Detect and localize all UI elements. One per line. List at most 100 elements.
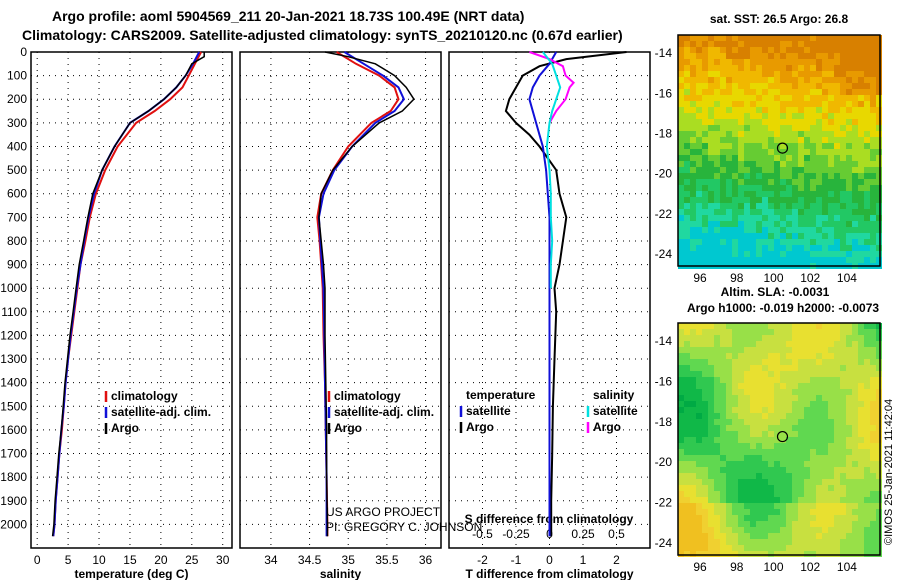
map-cell <box>780 215 786 221</box>
map-cell <box>792 71 798 77</box>
map-cell <box>738 209 744 215</box>
map-cell <box>774 323 780 329</box>
map-cell <box>726 455 732 461</box>
map-cell <box>732 65 738 71</box>
map-cell <box>834 119 840 125</box>
map-cell <box>774 515 780 521</box>
map-cell <box>798 35 804 41</box>
map-cell <box>864 65 870 71</box>
map-cell <box>708 341 714 347</box>
map-cell <box>852 77 858 83</box>
map-cell <box>714 119 720 125</box>
map-cell <box>828 551 834 557</box>
map-cell <box>762 383 768 389</box>
map-cell <box>678 191 684 197</box>
map-cell <box>750 449 756 455</box>
map-cell <box>864 491 870 497</box>
map-cell <box>678 209 684 215</box>
map-cell <box>684 203 690 209</box>
map-cell <box>702 71 708 77</box>
map-cell <box>738 443 744 449</box>
map-cell <box>792 257 798 263</box>
map-cell <box>798 545 804 551</box>
map-cell <box>858 233 864 239</box>
map-cell <box>750 215 756 221</box>
map-cell <box>720 71 726 77</box>
map-cell <box>702 395 708 401</box>
map-cell <box>822 245 828 251</box>
map-cell <box>810 59 816 65</box>
map-cell <box>864 497 870 503</box>
map-cell <box>744 209 750 215</box>
map-cell <box>696 71 702 77</box>
map-cell <box>774 365 780 371</box>
map-cell <box>816 389 822 395</box>
map-cell <box>816 41 822 47</box>
map-cell <box>876 53 882 59</box>
map-cell <box>678 449 684 455</box>
map-cell <box>810 407 816 413</box>
map-cell <box>696 461 702 467</box>
map-cell <box>834 389 840 395</box>
map-cell <box>798 401 804 407</box>
map-cell <box>726 551 732 557</box>
map-cell <box>810 215 816 221</box>
map-cell <box>810 185 816 191</box>
map-cell <box>876 77 882 83</box>
map-cell <box>708 167 714 173</box>
x-tick-label: 35.5 <box>375 553 399 567</box>
map-cell <box>870 191 876 197</box>
map-cell <box>684 551 690 557</box>
map-cell <box>816 527 822 533</box>
map-cell <box>702 539 708 545</box>
map-cell <box>732 107 738 113</box>
map-cell <box>678 137 684 143</box>
map-cell <box>684 47 690 53</box>
map-cell <box>690 251 696 257</box>
map-cell <box>804 491 810 497</box>
map-cell <box>756 437 762 443</box>
map-cell <box>852 389 858 395</box>
map-cell <box>786 467 792 473</box>
map-cell <box>780 539 786 545</box>
map-cell <box>714 173 720 179</box>
map-cell <box>846 473 852 479</box>
map-cell <box>762 359 768 365</box>
map-cell <box>738 137 744 143</box>
map-pixels <box>678 323 882 557</box>
map-cell <box>822 233 828 239</box>
map-cell <box>828 467 834 473</box>
map-cell <box>738 77 744 83</box>
map-cell <box>870 185 876 191</box>
map-cell <box>690 41 696 47</box>
map-cell <box>852 383 858 389</box>
map-cell <box>840 479 846 485</box>
map-cell <box>726 371 732 377</box>
map-cell <box>876 137 882 143</box>
map-cell <box>702 479 708 485</box>
map-cell <box>774 377 780 383</box>
map-cell <box>756 551 762 557</box>
map-cell <box>846 323 852 329</box>
map-cell <box>738 59 744 65</box>
map-cell <box>840 209 846 215</box>
map-cell <box>768 221 774 227</box>
map-cell <box>846 227 852 233</box>
map-cell <box>684 257 690 263</box>
map-cell <box>738 437 744 443</box>
map-cell <box>804 173 810 179</box>
map-cell <box>852 143 858 149</box>
map-cell <box>696 155 702 161</box>
map-cell <box>684 509 690 515</box>
map-cell <box>708 221 714 227</box>
map-cell <box>870 509 876 515</box>
map-cell <box>690 491 696 497</box>
map-cell <box>708 245 714 251</box>
map-cell <box>876 437 882 443</box>
map-cell <box>834 419 840 425</box>
map-cell <box>876 371 882 377</box>
map-cell <box>828 173 834 179</box>
map-cell <box>858 341 864 347</box>
map-cell <box>732 413 738 419</box>
map-lon-label: 98 <box>730 560 744 574</box>
